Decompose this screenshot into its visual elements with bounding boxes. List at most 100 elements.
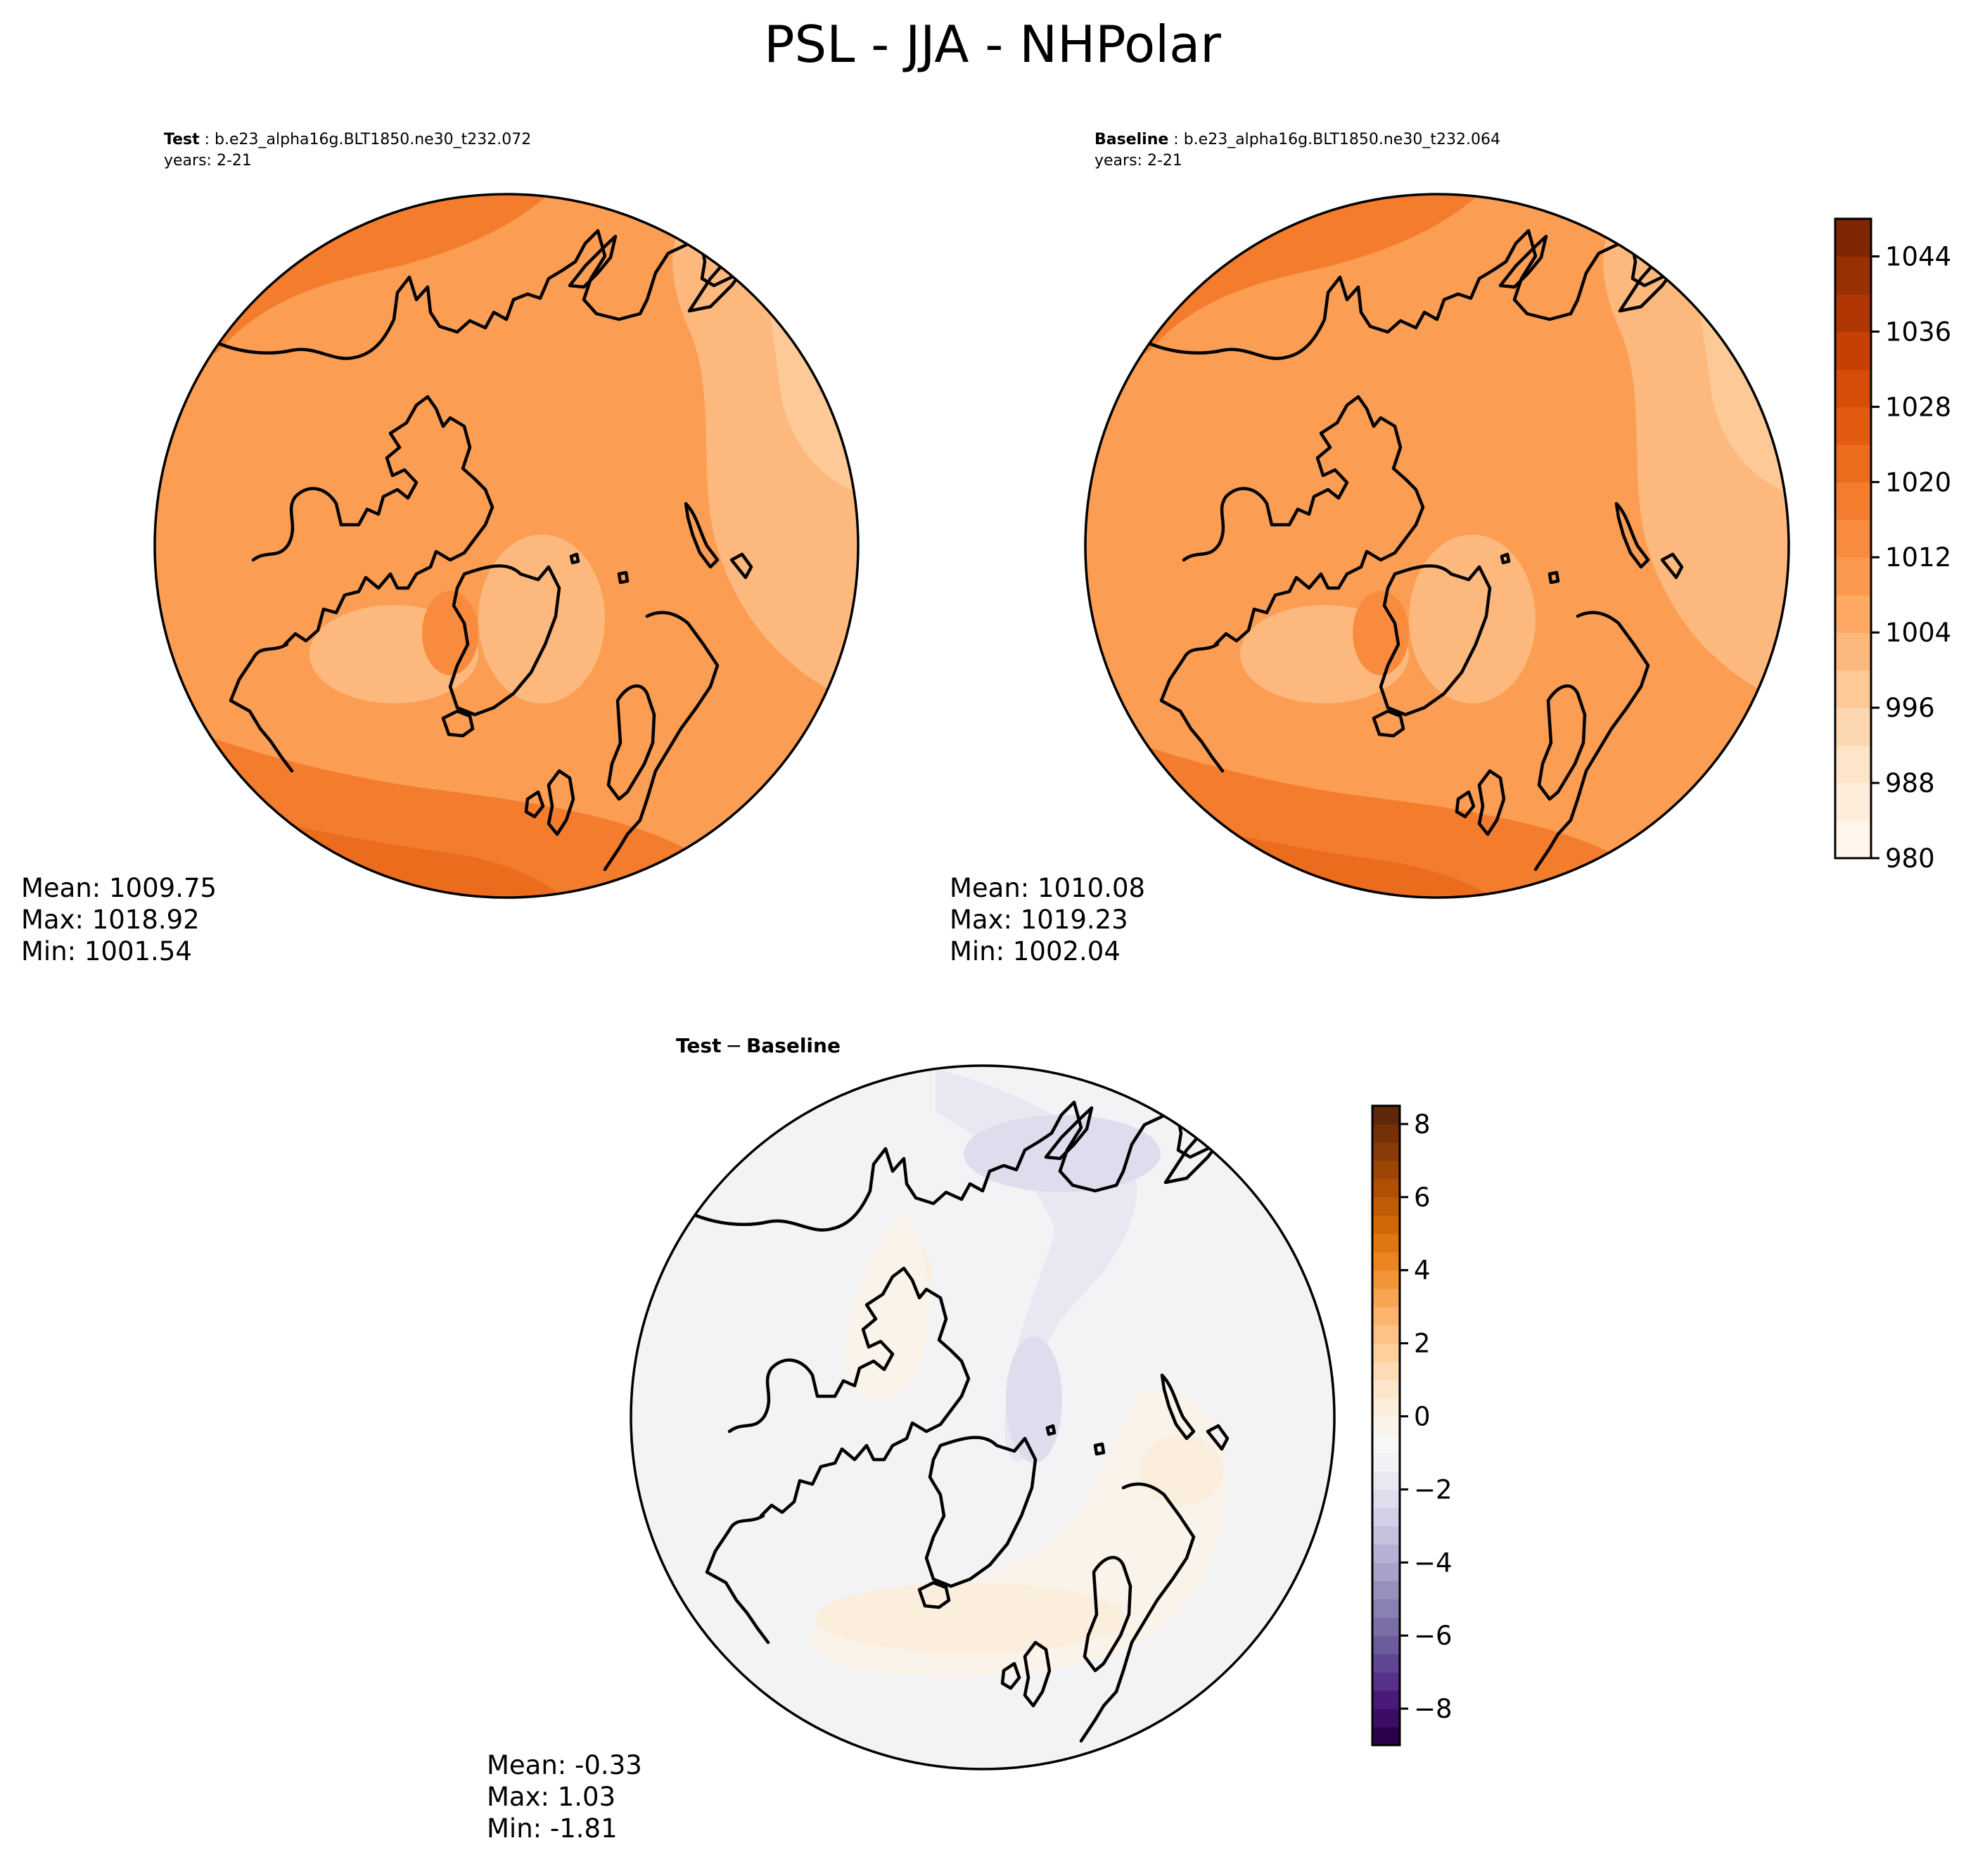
panel-diff-label-b: Baseline: [746, 1034, 841, 1057]
colorbar-diff-band: [1372, 1434, 1400, 1454]
colorbar-diff-band: [1372, 1233, 1400, 1253]
panel-baseline-case: b.e23_alpha16g.BLT1850.ne30_t232.064: [1184, 131, 1500, 148]
colorbar-diff-band: [1372, 1325, 1400, 1344]
colorbar-abs-band: [1835, 708, 1871, 746]
map-diff-boundary: [630, 1064, 1336, 1770]
colorbar-diff-tick-label: −8: [1414, 1694, 1453, 1724]
colorbar-abs-band: [1835, 557, 1871, 596]
colorbar-abs-band: [1835, 219, 1871, 257]
colorbar-abs-tick-label: 1004: [1885, 618, 1951, 648]
colorbar-abs-band: [1835, 820, 1871, 859]
colorbar-abs-band: [1835, 745, 1871, 784]
colorbar-abs-tick-label: 1036: [1885, 317, 1951, 347]
panel-diff-title: Test − Baseline: [676, 1034, 841, 1057]
colorbar-absolute-ticks: 1044 1036 1028 1020 1012 1004 996 988 980: [1871, 241, 1951, 874]
colorbar-difference-frame: [1371, 1104, 1401, 1747]
panel-baseline-min: Min: 1002.04: [950, 936, 1121, 966]
colorbar-diff-band: [1372, 1416, 1400, 1436]
colorbar-abs-tick-label: 980: [1885, 843, 1935, 874]
colorbar-difference-ticks: 8 6 4 2 0 −2 −4 −6 −8: [1400, 1109, 1453, 1724]
colorbar-diff-band: [1372, 1709, 1400, 1728]
colorbar-diff-band: [1372, 1453, 1400, 1472]
colorbar-diff-tick-label: 2: [1414, 1329, 1431, 1359]
panel-diff-max: Max: 1.03: [487, 1782, 615, 1812]
colorbar-abs-tick-label: 996: [1885, 693, 1935, 723]
colorbar-abs-band: [1835, 256, 1871, 295]
map-test: [155, 194, 858, 898]
colorbar-diff-band: [1372, 1489, 1400, 1508]
colorbar-diff-band: [1372, 1690, 1400, 1709]
colorbar-diff-band: [1372, 1544, 1400, 1563]
colorbar-diff-band: [1372, 1562, 1400, 1581]
panel-test-max: Max: 1018.92: [21, 905, 200, 935]
panel-test-mean: Mean: 1009.75: [21, 873, 217, 903]
panel-baseline-label: Baseline: [1094, 131, 1168, 148]
colorbar-abs-band: [1835, 407, 1871, 445]
colorbar-diff-tick-label: 4: [1414, 1256, 1431, 1286]
colorbar-abs-tick-label: 1020: [1885, 467, 1951, 497]
colorbar-diff-band: [1372, 1306, 1400, 1326]
colorbar-diff-band: [1372, 1197, 1400, 1216]
colorbar-diff-band: [1372, 1507, 1400, 1526]
colorbar-diff-band: [1372, 1251, 1400, 1271]
panel-diff-mean: Mean: -0.33: [487, 1750, 642, 1780]
colorbar-abs-tick-label: 988: [1885, 768, 1935, 798]
colorbar-abs-tick-label: 1044: [1885, 241, 1951, 272]
colorbar-abs-band: [1835, 632, 1871, 671]
colorbar-difference-bands: [1372, 1106, 1400, 1746]
colorbar-diff-band: [1372, 1654, 1400, 1673]
panel-test-min: Min: 1001.54: [21, 936, 192, 966]
panel-test-label: Test: [164, 131, 200, 148]
colorbar-diff-band: [1372, 1142, 1400, 1161]
panel-test-years: years: 2-21: [164, 152, 252, 170]
colorbar-diff-tick-label: −6: [1414, 1621, 1453, 1651]
colorbar-diff-band: [1372, 1288, 1400, 1308]
colorbar-abs-band: [1835, 369, 1871, 407]
colorbar-abs-band: [1835, 670, 1871, 708]
colorbar-diff-band: [1372, 1343, 1400, 1363]
colorbar-diff-band: [1372, 1599, 1400, 1618]
panel-diff-label-op: −: [725, 1034, 741, 1057]
colorbar-diff-band: [1372, 1178, 1400, 1198]
colorbar-diff-tick-label: −4: [1414, 1548, 1453, 1578]
map-baseline: [1085, 194, 1789, 898]
colorbar-diff-band: [1372, 1581, 1400, 1600]
colorbar-diff-band: [1372, 1727, 1400, 1746]
colorbar-difference: 8 6 4 2 0 −2 −4 −6 −8: [1371, 1104, 1453, 1747]
panel-diff-label-a: Test: [676, 1034, 721, 1057]
panel-test: Test : b.e23_alpha16g.BLT1850.ne30_t232.…: [21, 131, 860, 966]
colorbar-abs-band: [1835, 331, 1871, 370]
colorbar-diff-band: [1372, 1398, 1400, 1417]
panel-diff-min: Min: -1.81: [487, 1813, 618, 1844]
map-diff: [631, 1066, 1334, 1769]
colorbar-abs-band: [1835, 482, 1871, 521]
colorbar-absolute-bands: [1835, 219, 1871, 859]
map-baseline-boundary: [1084, 193, 1790, 899]
colorbar-abs-band: [1835, 594, 1871, 633]
colorbar-diff-band: [1372, 1635, 1400, 1654]
map-test-boundary: [153, 193, 860, 899]
panel-baseline-years: years: 2-21: [1094, 152, 1182, 170]
panel-diff: Test − Baseline Mean: -0.33 Max: 1.03 Min:…: [487, 1034, 1336, 1844]
colorbar-abs-band: [1835, 444, 1871, 483]
figure-title: PSL - JJA - NHPolar: [764, 15, 1221, 74]
colorbar-diff-band: [1372, 1215, 1400, 1234]
panel-baseline-title: Baseline : b.e23_alpha16g.BLT1850.ne30_t…: [1094, 131, 1500, 148]
colorbar-diff-band: [1372, 1617, 1400, 1636]
panel-baseline-max: Max: 1019.23: [950, 905, 1128, 935]
colorbar-diff-band: [1372, 1672, 1400, 1691]
panel-test-title: Test : b.e23_alpha16g.BLT1850.ne30_t232.…: [164, 131, 531, 148]
colorbar-diff-band: [1372, 1106, 1400, 1125]
panel-baseline-mean: Mean: 1010.08: [950, 873, 1145, 903]
colorbar-diff-band: [1372, 1379, 1400, 1399]
colorbar-absolute: 1044 1036 1028 1020 1012 1004 996 988 980: [1834, 217, 1951, 874]
colorbar-absolute-frame: [1834, 217, 1872, 860]
panel-baseline: Baseline : b.e23_alpha16g.BLT1850.ne30_t…: [950, 131, 1790, 966]
colorbar-abs-tick-label: 1028: [1885, 392, 1951, 422]
colorbar-diff-band: [1372, 1123, 1400, 1143]
colorbar-diff-band: [1372, 1526, 1400, 1545]
colorbar-diff-band: [1372, 1270, 1400, 1289]
colorbar-diff-tick-label: −2: [1414, 1474, 1453, 1505]
colorbar-diff-tick-label: 8: [1414, 1109, 1431, 1140]
colorbar-abs-tick-label: 1012: [1885, 542, 1951, 573]
